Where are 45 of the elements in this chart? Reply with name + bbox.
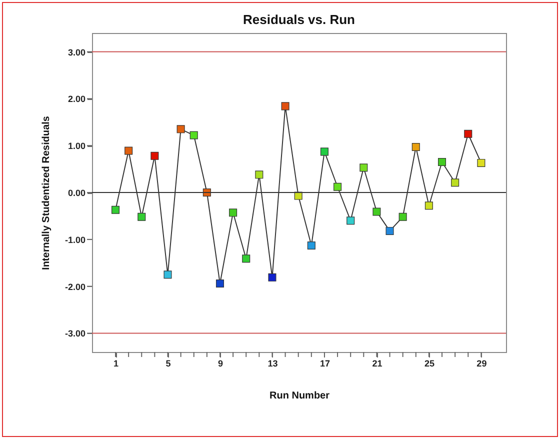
x-tick-label: 9 xyxy=(218,358,223,368)
point xyxy=(176,125,185,134)
y-tick-label: 0.00 xyxy=(68,188,86,198)
point xyxy=(124,146,133,155)
point xyxy=(307,242,316,250)
y-axis-title: Internally Studentized Residuals xyxy=(40,116,52,270)
point xyxy=(281,102,290,110)
point xyxy=(255,170,264,179)
point xyxy=(424,202,433,210)
point xyxy=(216,280,224,288)
point xyxy=(138,212,146,221)
point xyxy=(150,152,159,160)
x-tick-label: 1 xyxy=(114,358,119,368)
point xyxy=(334,182,342,191)
point xyxy=(268,273,276,282)
point xyxy=(360,164,368,172)
y-tick-label: 3.00 xyxy=(68,47,86,58)
point xyxy=(320,148,328,156)
x-tick-label: 17 xyxy=(320,358,330,368)
point xyxy=(451,178,460,187)
x-tick-label: 5 xyxy=(166,358,171,368)
point xyxy=(477,158,486,167)
point xyxy=(372,208,381,216)
x-tick-label: 25 xyxy=(424,358,434,368)
x-tick-label: 21 xyxy=(372,358,382,368)
x-tick-label: 29 xyxy=(476,358,487,368)
chart-title: Residuals vs. Run xyxy=(243,12,356,27)
x-axis-title: Run Number xyxy=(270,390,330,402)
point xyxy=(242,254,250,263)
x-tick-label: 13 xyxy=(268,358,278,368)
point xyxy=(398,212,407,221)
y-tick-label: -2.00 xyxy=(64,282,86,292)
point xyxy=(346,216,355,225)
point xyxy=(386,226,394,235)
point xyxy=(190,131,198,140)
y-tick-label: -1.00 xyxy=(64,234,86,245)
point xyxy=(112,206,120,214)
point xyxy=(412,142,420,152)
point xyxy=(464,130,472,138)
y-tick-label: 2.00 xyxy=(68,94,86,104)
point xyxy=(438,158,446,166)
point xyxy=(229,208,238,217)
y-tick-label: -3.00 xyxy=(64,328,86,339)
point xyxy=(164,270,172,279)
y-tick-label: 1.00 xyxy=(68,141,86,152)
